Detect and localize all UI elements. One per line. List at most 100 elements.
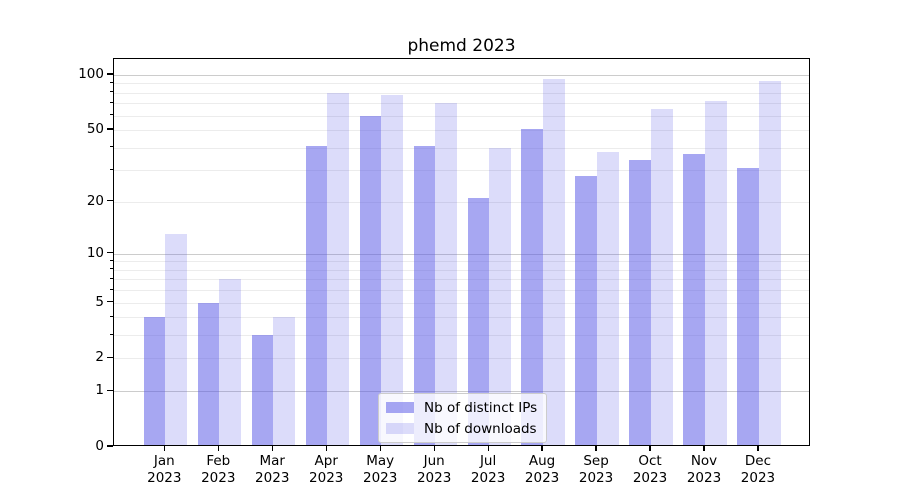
y-tick-mark <box>107 389 113 391</box>
legend-swatch-distinct-ips <box>386 402 414 413</box>
x-tick-label-sep: Sep 2023 <box>578 453 614 486</box>
legend-swatch-downloads <box>386 423 414 434</box>
minor-gridline <box>114 269 809 271</box>
legend-entry-downloads: Nb of downloads <box>386 420 537 437</box>
minor-gridline <box>114 279 809 281</box>
x-tick-label-feb: Feb 2023 <box>201 453 236 486</box>
y-minor-tick-mark <box>109 268 113 270</box>
x-tick-mark <box>649 446 651 451</box>
y-minor-tick-mark <box>109 146 113 148</box>
legend: Nb of distinct IPs Nb of downloads <box>378 393 548 443</box>
major-gridline <box>114 391 809 393</box>
bar-distinct-ips-sep <box>575 175 598 446</box>
bar-downloads-may <box>381 94 403 446</box>
minor-gridline <box>114 335 809 337</box>
x-tick-label-jan: Jan 2023 <box>147 453 182 486</box>
minor-gridline <box>114 115 809 117</box>
y-tick-mark <box>107 128 113 130</box>
bar-distinct-ips-mar <box>251 335 274 446</box>
y-minor-tick-mark <box>109 277 113 279</box>
bar-distinct-ips-apr <box>305 145 328 446</box>
y-tick-label: 2 <box>95 349 104 366</box>
y-minor-tick-mark <box>109 288 113 290</box>
bar-downloads-nov <box>705 101 727 446</box>
bar-distinct-ips-oct <box>629 160 652 446</box>
x-tick-mark <box>163 446 165 451</box>
plot-area <box>113 58 810 446</box>
bar-downloads-dec <box>758 80 781 446</box>
y-minor-tick-mark <box>109 259 113 261</box>
x-tick-mark <box>757 446 759 451</box>
bar-downloads-feb <box>219 279 241 446</box>
y-tick-label: 1 <box>95 382 104 399</box>
y-minor-tick-mark <box>109 168 113 170</box>
minor-gridline <box>114 130 809 132</box>
minor-gridline <box>114 290 809 292</box>
x-tick-label-jul: Jul 2023 <box>470 453 506 486</box>
y-minor-tick-mark <box>109 333 113 335</box>
minor-gridline <box>114 170 809 172</box>
major-gridline <box>114 253 809 255</box>
x-tick-label-jun: Jun 2023 <box>416 453 452 486</box>
legend-entry-distinct-ips: Nb of distinct IPs <box>386 399 537 416</box>
x-tick-mark <box>703 446 705 451</box>
x-tick-label-aug: Aug 2023 <box>524 453 560 486</box>
y-minor-tick-mark <box>109 101 113 103</box>
x-tick-mark <box>379 446 381 451</box>
bar-distinct-ips-may <box>359 115 382 446</box>
minor-gridline <box>114 103 809 105</box>
bar-downloads-aug <box>543 79 565 446</box>
y-tick-mark <box>107 200 113 202</box>
x-tick-mark <box>487 446 489 451</box>
minor-gridline <box>114 147 809 149</box>
y-tick-label: 0 <box>95 438 104 454</box>
x-tick-label-may: May 2023 <box>362 453 398 486</box>
bar-downloads-mar <box>273 317 295 446</box>
x-tick-mark <box>541 446 543 451</box>
y-minor-tick-mark <box>109 114 113 116</box>
x-tick-mark <box>325 446 327 451</box>
minor-gridline <box>114 201 809 203</box>
x-tick-label-apr: Apr 2023 <box>309 453 344 486</box>
bar-downloads-sep <box>597 151 619 446</box>
x-tick-label-dec: Dec 2023 <box>740 453 776 486</box>
y-tick-mark <box>107 445 113 447</box>
y-tick-label: 5 <box>95 293 104 310</box>
y-tick-label: 50 <box>86 121 104 138</box>
minor-gridline <box>114 83 809 85</box>
x-tick-label-oct: Oct 2023 <box>632 453 668 486</box>
minor-gridline <box>114 92 809 94</box>
bar-downloads-jul <box>489 147 511 446</box>
y-minor-tick-mark <box>109 81 113 83</box>
x-tick-label-mar: Mar 2023 <box>255 453 290 486</box>
x-tick-label-nov: Nov 2023 <box>686 453 722 486</box>
x-tick-mark <box>433 446 435 451</box>
minor-gridline <box>114 261 809 263</box>
x-tick-mark <box>217 446 219 451</box>
bar-distinct-ips-jan <box>143 317 166 446</box>
y-tick-mark <box>107 300 113 303</box>
y-tick-mark <box>107 356 113 359</box>
bar-distinct-ips-dec <box>737 167 759 446</box>
bar-distinct-ips-feb <box>197 302 220 446</box>
minor-gridline <box>114 317 809 319</box>
y-minor-tick-mark <box>109 315 113 317</box>
y-tick-mark <box>107 73 113 75</box>
minor-gridline <box>114 302 809 304</box>
bar-downloads-apr <box>327 92 349 446</box>
bar-downloads-jan <box>165 234 187 446</box>
bar-distinct-ips-aug <box>521 128 544 446</box>
legend-label-distinct-ips: Nb of distinct IPs <box>424 399 538 416</box>
bar-downloads-oct <box>651 109 673 446</box>
bar-downloads-jun <box>435 103 457 446</box>
x-tick-mark <box>271 446 273 451</box>
y-minor-tick-mark <box>109 91 113 93</box>
minor-gridline <box>114 358 809 360</box>
legend-label-downloads: Nb of downloads <box>424 420 537 437</box>
y-tick-label: 20 <box>86 192 104 209</box>
x-tick-mark <box>595 446 597 451</box>
y-tick-mark <box>107 252 113 254</box>
y-tick-label: 100 <box>78 66 104 83</box>
bar-distinct-ips-nov <box>683 153 705 446</box>
